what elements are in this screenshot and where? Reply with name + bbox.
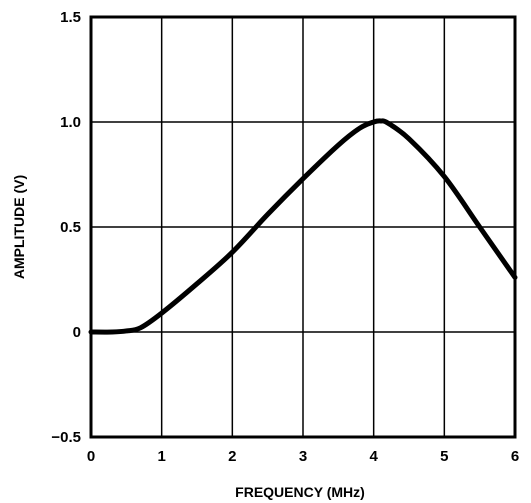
series-line-amplitude <box>88 118 518 335</box>
x-tick-label: 3 <box>299 448 307 465</box>
y-tick-label: −0.5 <box>51 429 81 446</box>
x-axis-title: FREQUENCY (MHz) <box>235 484 365 500</box>
x-tick-label: 5 <box>440 448 448 465</box>
y-tick-label: 1.5 <box>60 9 81 26</box>
y-axis-title: AMPLITUDE (V) <box>11 175 27 279</box>
series-layer <box>88 118 518 335</box>
x-tick-labels: 0 1 2 3 4 5 6 <box>87 448 519 465</box>
y-tick-labels: 1.5 1.0 0.5 0 −0.5 <box>51 9 81 446</box>
x-tick-label: 6 <box>511 448 519 465</box>
x-tick-label: 0 <box>87 448 95 465</box>
x-tick-label: 1 <box>157 448 165 465</box>
y-tick-label: 0 <box>73 324 81 341</box>
y-tick-label: 0.5 <box>60 219 81 236</box>
x-tick-label: 4 <box>369 448 378 465</box>
y-tick-label: 1.0 <box>60 114 81 131</box>
x-tick-label: 2 <box>228 448 236 465</box>
plot-frame <box>89 15 517 439</box>
grid-lines <box>91 17 515 437</box>
